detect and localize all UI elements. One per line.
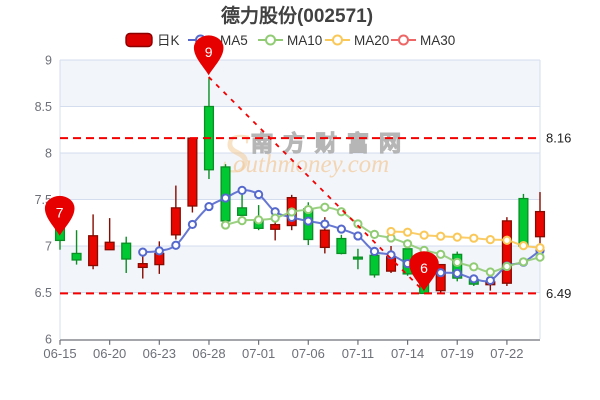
svg-text:outhmoney.com: outhmoney.com bbox=[233, 151, 389, 178]
svg-text:日K: 日K bbox=[157, 33, 180, 48]
svg-text:8.5: 8.5 bbox=[35, 100, 52, 114]
svg-text:MA20: MA20 bbox=[354, 33, 389, 48]
svg-text:07-01: 07-01 bbox=[242, 346, 275, 361]
svg-text:07-06: 07-06 bbox=[292, 346, 325, 361]
svg-text:MA30: MA30 bbox=[420, 33, 455, 48]
svg-text:06-23: 06-23 bbox=[143, 346, 176, 361]
svg-text:6: 6 bbox=[420, 260, 428, 276]
svg-text:06-28: 06-28 bbox=[192, 346, 225, 361]
svg-text:8: 8 bbox=[45, 147, 52, 161]
svg-text:07-22: 07-22 bbox=[490, 346, 523, 361]
svg-text:9: 9 bbox=[45, 54, 52, 68]
svg-text:9: 9 bbox=[205, 44, 213, 60]
svg-text:07-11: 07-11 bbox=[342, 346, 374, 361]
svg-text:6: 6 bbox=[45, 333, 52, 347]
svg-text:07-19: 07-19 bbox=[441, 346, 474, 361]
svg-text:7: 7 bbox=[45, 240, 52, 254]
svg-text:6.49: 6.49 bbox=[546, 286, 571, 301]
svg-text:07-14: 07-14 bbox=[391, 346, 424, 361]
svg-text:南方财富网: 南方财富网 bbox=[251, 131, 411, 156]
svg-text:8.16: 8.16 bbox=[546, 131, 571, 146]
svg-text:MA10: MA10 bbox=[287, 33, 322, 48]
svg-text:MA5: MA5 bbox=[220, 33, 248, 48]
svg-text:7: 7 bbox=[56, 205, 64, 221]
svg-text:06-15: 06-15 bbox=[43, 346, 76, 361]
svg-text:德力股份(002571): 德力股份(002571) bbox=[221, 4, 373, 27]
svg-text:06-20: 06-20 bbox=[93, 346, 126, 361]
svg-text:6.5: 6.5 bbox=[35, 286, 52, 300]
